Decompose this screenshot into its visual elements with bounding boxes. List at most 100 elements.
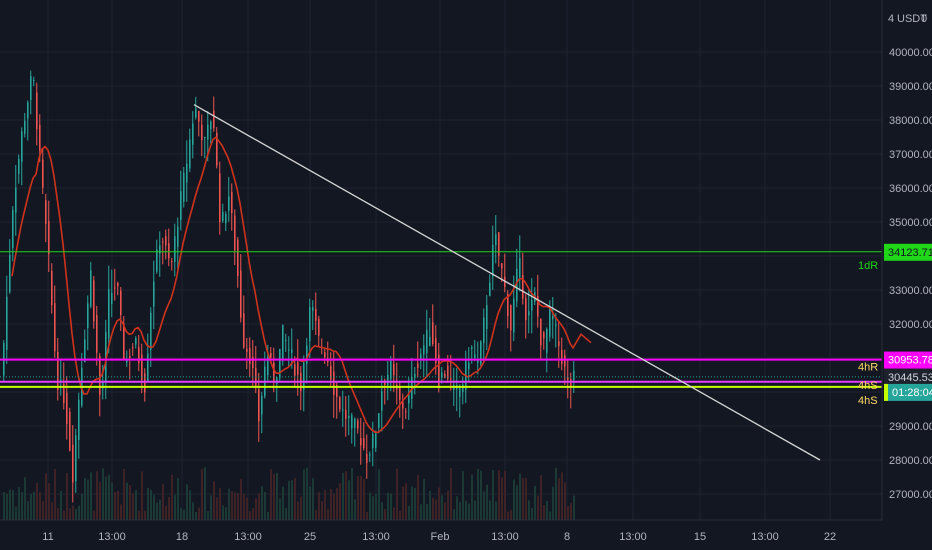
candle-body [123, 323, 125, 361]
volume-bar [108, 474, 110, 520]
candle-body [297, 362, 299, 375]
candle-body [447, 365, 449, 379]
volume-bar [24, 477, 26, 520]
countdown-tag: 01:28:04 [892, 387, 932, 399]
volume-bar [42, 501, 44, 520]
volume-bar [120, 504, 122, 520]
currency-label[interactable]: USDT [897, 13, 927, 25]
candle-body [177, 226, 179, 247]
price-axis-background [882, 0, 932, 550]
volume-bar [525, 478, 527, 520]
candle-body [210, 121, 212, 130]
volume-bar [345, 471, 347, 520]
volume-bar [216, 497, 218, 520]
candle-body [339, 397, 341, 410]
volume-bar [129, 485, 131, 520]
candle-body [87, 303, 89, 329]
y-tick-label: 39000.00 [889, 81, 932, 93]
candle-body [417, 363, 419, 368]
volume-bar [300, 496, 302, 520]
y-tick-label: 29000.00 [889, 421, 932, 433]
volume-bar [462, 471, 464, 520]
volume-bar [486, 484, 488, 520]
volume-bar [354, 499, 356, 520]
volume-bar [546, 501, 548, 520]
candle-body [315, 308, 317, 321]
volume-bar [414, 487, 416, 520]
candle-body [33, 79, 35, 81]
candle-body [324, 352, 326, 358]
time-axis-labels[interactable]: 11 13:00 18 13:00 25 13:00 Feb 13:00 8 13:00 15 13:… [42, 531, 836, 543]
candle-body [555, 324, 557, 327]
candle-body [12, 209, 14, 248]
volume-bar [459, 501, 461, 520]
volume-bar [162, 484, 164, 520]
candle-body [6, 296, 8, 350]
volume-bar [294, 477, 296, 520]
candle-body [153, 281, 155, 307]
volume-bar [390, 493, 392, 520]
volume-bar [183, 509, 185, 520]
candle-body [462, 384, 464, 393]
candle-body [267, 357, 269, 376]
volume-bar [570, 503, 572, 520]
candle-body [501, 263, 503, 269]
candle-body [378, 413, 380, 428]
candle-body [159, 245, 161, 254]
volume-bar [12, 490, 14, 520]
x-tick-label: 13:00 [751, 531, 779, 543]
candle-body [333, 371, 335, 396]
volume-bar [18, 487, 20, 520]
candle-body [141, 354, 143, 381]
volume-bar [426, 504, 428, 520]
volume-bar [567, 505, 569, 520]
candle-body [192, 123, 194, 145]
volume-bar [69, 508, 71, 520]
volume-bar [408, 505, 410, 520]
candle-body [477, 359, 479, 363]
x-tick-label: 13:00 [491, 531, 519, 543]
candle-body [558, 341, 560, 347]
volume-bar [261, 486, 263, 520]
candle-body [495, 234, 497, 246]
volume-bar [324, 490, 326, 520]
candle-body [42, 159, 44, 188]
candle-body [546, 328, 548, 353]
candle-body [102, 380, 104, 389]
candle-body [276, 377, 278, 385]
candle-body [486, 305, 488, 330]
volume-bar [474, 500, 476, 520]
level-label-4hs-2: 4hS [858, 395, 878, 407]
volume-bar [105, 476, 107, 520]
volume-bar [339, 483, 341, 520]
volume-bar [135, 490, 137, 520]
volume-bar [240, 479, 242, 520]
candle-body [498, 232, 500, 256]
candle-body [183, 172, 185, 202]
volume-bar [285, 507, 287, 520]
volume-bar [366, 511, 368, 520]
x-tick-label: 8 [564, 531, 570, 543]
volume-bar [336, 488, 338, 520]
volume-bar [48, 483, 50, 520]
candle-body [255, 368, 257, 388]
volume-bar [513, 479, 515, 520]
volume-bar [327, 508, 329, 520]
volume-bar [171, 474, 173, 520]
support-marker [884, 383, 888, 401]
trend-line[interactable] [193, 104, 821, 461]
candle-body [204, 136, 206, 139]
candle-body [543, 332, 545, 339]
candle-body [336, 385, 338, 398]
candle-body [237, 239, 239, 276]
candle-body [180, 191, 182, 220]
volume-bar [309, 486, 311, 520]
candle-body [285, 339, 287, 341]
candle-body [273, 362, 275, 383]
volume-bar [396, 468, 398, 520]
volume-bar [138, 510, 140, 520]
candle-body [519, 258, 521, 278]
volume-bar [450, 467, 452, 520]
volume-bar [444, 502, 446, 520]
